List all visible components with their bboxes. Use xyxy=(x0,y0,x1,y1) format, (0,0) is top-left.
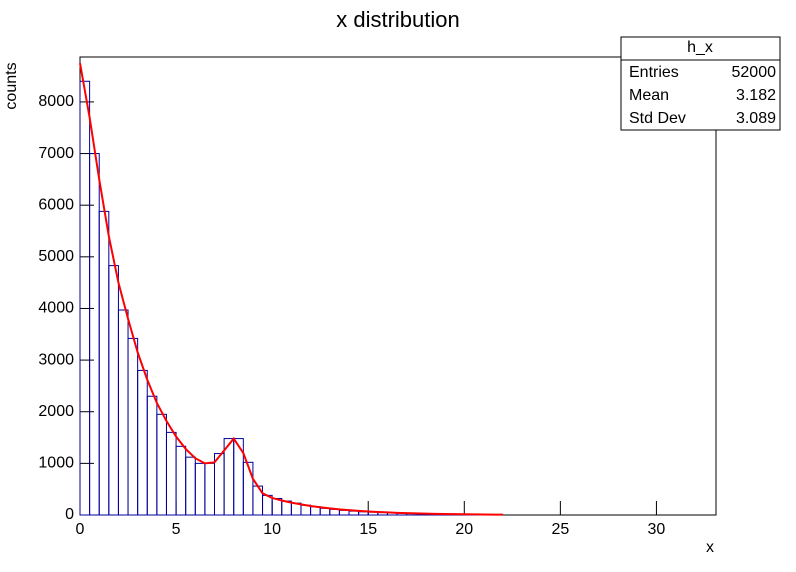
x-tick-label: 10 xyxy=(263,521,281,538)
x-tick-label: 20 xyxy=(455,521,473,538)
y-tick-label: 4000 xyxy=(38,300,74,317)
stats-label: Entries xyxy=(629,64,679,81)
y-tick-label: 3000 xyxy=(38,351,74,368)
x-tick-label: 15 xyxy=(359,521,377,538)
y-tick-label: 6000 xyxy=(38,196,74,213)
stats-value: 3.182 xyxy=(736,87,776,104)
stats-value: 52000 xyxy=(732,64,777,81)
fit-line xyxy=(79,63,503,516)
stats-value: 3.089 xyxy=(736,110,776,127)
y-tick-label: 7000 xyxy=(38,145,74,162)
y-tick-label: 8000 xyxy=(38,93,74,110)
x-tick-label: 30 xyxy=(648,521,666,538)
y-tick-label: 1000 xyxy=(38,455,74,472)
x-tick-label: 5 xyxy=(172,521,181,538)
stats-title: h_x xyxy=(687,39,713,56)
y-tick-label: 2000 xyxy=(38,403,74,420)
stats-box: h_x Entries 52000 Mean 3.182 Std Dev 3.089 xyxy=(620,36,781,131)
stats-label: Std Dev xyxy=(629,110,686,127)
y-tick-label: 5000 xyxy=(38,248,74,265)
x-axis-label: x xyxy=(706,539,714,556)
x-tick-label: 25 xyxy=(551,521,569,538)
y-axis-label: counts xyxy=(3,62,20,109)
x-tick-label: 0 xyxy=(76,521,85,538)
stats-frame xyxy=(620,36,781,131)
stats-label: Mean xyxy=(629,87,669,104)
chart-title: x distribution xyxy=(336,7,460,32)
y-tick-label: 0 xyxy=(65,506,74,523)
